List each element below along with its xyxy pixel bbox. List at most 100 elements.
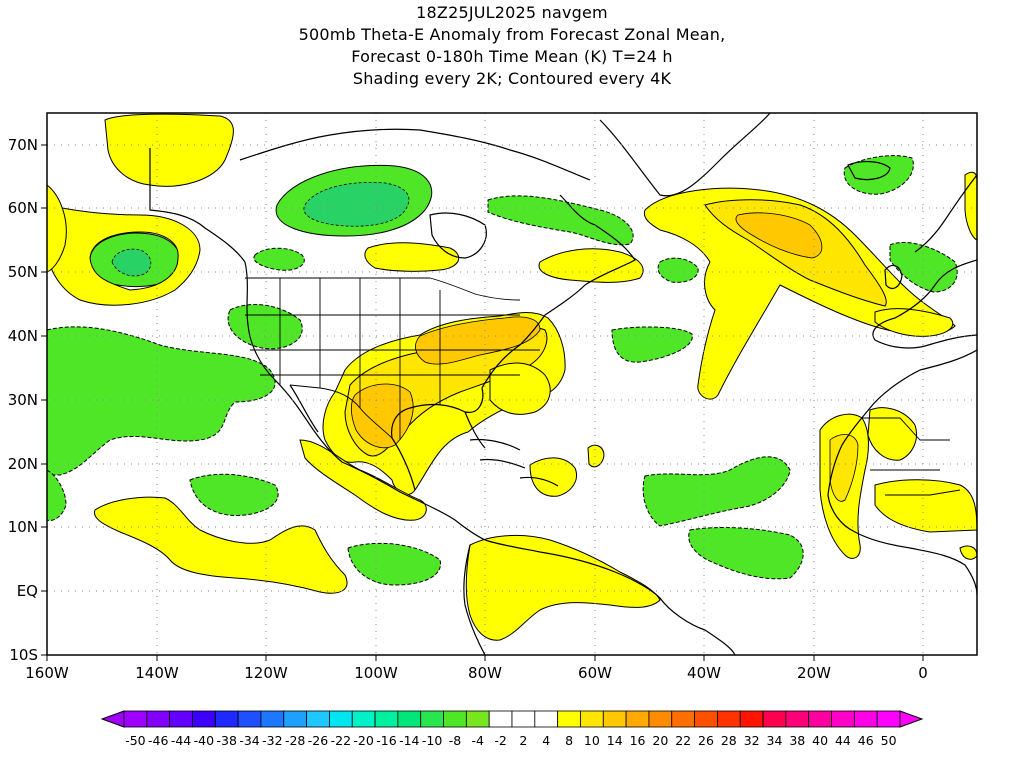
coast-cuba xyxy=(469,438,521,451)
lon-label: 0 xyxy=(918,664,928,682)
colorbar-label: 38 xyxy=(789,733,805,748)
colorbar-label: 34 xyxy=(767,733,783,748)
lat-label: 20N xyxy=(8,455,38,473)
coast-europe xyxy=(872,259,977,349)
colorbar-arrow-left xyxy=(100,710,125,728)
colorbar-label: -38 xyxy=(216,733,236,748)
shade-pos-africa-sahel xyxy=(874,479,977,533)
lat-label: 10N xyxy=(8,518,38,536)
colorbar-label: 44 xyxy=(835,733,851,748)
coast-alaska xyxy=(149,148,246,263)
colorbar-swatch xyxy=(762,710,787,728)
colorbar-label: -46 xyxy=(148,733,168,748)
colorbar-label: 22 xyxy=(675,733,691,748)
colorbar-swatch xyxy=(192,710,216,728)
shade-pos-north-atlantic-core xyxy=(735,212,823,259)
coast-central-america xyxy=(341,461,486,541)
colorbar-swatch xyxy=(876,710,901,728)
coast-gulf xyxy=(390,387,484,491)
border-africa xyxy=(862,417,961,496)
colorbar-swatch xyxy=(511,710,536,728)
lon-label: 60W xyxy=(578,664,612,682)
shade-neg-eq-pacific xyxy=(347,542,441,586)
border-us-states xyxy=(245,278,540,440)
colorbar-labels: -50 -46 -44 -40 -38 -34 -32 -28 -26 -22 -20 -16 -14-… xyxy=(125,733,896,748)
colorbar-swatch xyxy=(808,710,832,728)
colorbar-label: -14 xyxy=(399,733,419,748)
lat-label: EQ xyxy=(17,582,38,600)
shade-pos-trop-pacific xyxy=(93,496,348,594)
lon-ticks xyxy=(46,655,924,661)
colorbar-swatch xyxy=(785,710,810,728)
shade-pos-offshore-atlantic xyxy=(489,362,551,415)
colorbar-label: 28 xyxy=(721,733,737,748)
lon-label: 100W xyxy=(354,664,398,682)
colorbar-label: -16 xyxy=(376,733,396,748)
colorbar-label: 2 xyxy=(519,733,527,748)
shade-neg-mid-atlantic xyxy=(611,326,693,363)
colorbar-label: -4 xyxy=(472,733,485,748)
colorbar-label: -26 xyxy=(308,733,328,748)
colorbar-label: -34 xyxy=(239,733,259,748)
shade-neg-hudson xyxy=(487,195,634,246)
shade-pos-nw-corner xyxy=(47,184,67,273)
shade-neg-sw-atlantic xyxy=(657,257,699,283)
colorbar-swatch xyxy=(146,710,171,728)
colorbar-swatch xyxy=(831,710,855,728)
coast-north-america-west xyxy=(244,261,343,463)
shade-neg-scandinavia xyxy=(889,241,958,293)
lat-label: 40N xyxy=(8,327,38,345)
colorbar-label: -32 xyxy=(262,733,282,748)
lat-ticks xyxy=(41,144,47,656)
coast-baja xyxy=(289,384,319,433)
title-line-2: 500mb Theta-E Anomaly from Forecast Zona… xyxy=(298,25,726,44)
colorbar-label: 20 xyxy=(652,733,668,748)
lat-label: 10S xyxy=(9,646,38,664)
colorbar-label: 4 xyxy=(542,733,550,748)
colorbar-swatch xyxy=(237,710,262,728)
coast-greenland xyxy=(599,113,771,197)
colorbar-label: -2 xyxy=(494,733,506,748)
shade-pos-pacific-arc xyxy=(47,204,201,306)
lat-labels: 70N 60N 50N 40N 30N 20N 10N EQ 10S xyxy=(8,136,38,664)
colorbar-label: -20 xyxy=(353,733,373,748)
shade-neg-trop-atlantic xyxy=(642,456,791,527)
shade-pos-caribbean xyxy=(529,457,577,497)
title-line-4: Shading every 2K; Contoured every 4K xyxy=(352,69,672,88)
shade-neg-east-pacific xyxy=(47,326,276,476)
coast-iceland xyxy=(847,161,891,181)
colorbar-swatch xyxy=(602,710,627,728)
colorbar-swatch xyxy=(443,710,467,728)
shading-layer xyxy=(47,113,977,641)
colorbar-label: 8 xyxy=(565,733,573,748)
colorbar-swatch xyxy=(488,710,513,728)
colorbar-swatch xyxy=(853,710,878,728)
title-line-3: Forecast 0-180h Time Mean (K) T=24 h xyxy=(351,47,673,66)
colorbar-label: 10 xyxy=(584,733,600,748)
shade-pos-mexico xyxy=(299,439,427,521)
colorbar-swatch xyxy=(420,710,444,728)
colorbar-label: 16 xyxy=(630,733,646,748)
shade-pos-alaska xyxy=(104,113,234,187)
colorbar-swatch xyxy=(351,710,376,728)
coast-florida xyxy=(464,411,486,449)
coast-uk xyxy=(884,264,903,289)
shade-pos-south-america xyxy=(465,534,661,641)
colorbar-label: 32 xyxy=(744,733,760,748)
colorbar-swatch xyxy=(397,710,422,728)
coast-caribbean-2 xyxy=(519,476,559,487)
shade-neg-pacific-core xyxy=(111,248,152,277)
shade-pos-small-1 xyxy=(587,444,605,468)
colorbar-label: 40 xyxy=(812,733,828,748)
lat-label: 30N xyxy=(8,391,38,409)
colorbar-swatch xyxy=(648,710,673,728)
lon-label: 140W xyxy=(135,664,179,682)
lon-labels: 160W 140W 120W 100W 80W 60W 40W 20W 0 xyxy=(25,664,928,682)
colorbar-swatch xyxy=(694,710,718,728)
coast-arctic xyxy=(239,128,591,181)
shade-neg-far-west xyxy=(47,469,67,521)
coast-us-east xyxy=(481,284,586,389)
colorbar-swatch xyxy=(717,710,741,728)
colorbar-arrow-right xyxy=(899,710,924,728)
